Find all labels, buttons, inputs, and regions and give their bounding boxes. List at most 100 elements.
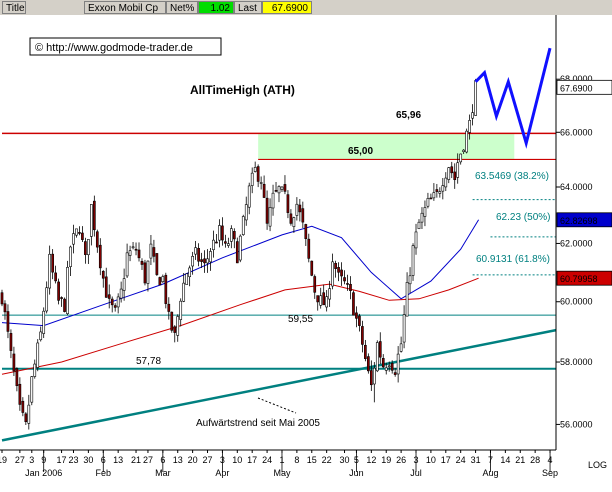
candle-body [54, 272, 57, 282]
price-tag-red-ma-bg [556, 270, 612, 286]
x-tick-label: 22 [322, 455, 332, 465]
y-tick-label: 58.0000 [560, 357, 593, 367]
candle-body [140, 260, 144, 265]
candle-body [197, 247, 200, 262]
candle-body [417, 221, 421, 230]
symbol-name: Exxon Mobil Cp [84, 1, 166, 14]
month-label: Jun [349, 468, 364, 478]
candle-body [453, 171, 457, 181]
uptrend-line [1, 328, 557, 442]
candle-body [468, 120, 471, 133]
candle-body [432, 192, 436, 199]
y-tick-label: 68.0000 [560, 74, 593, 84]
x-tick-label: 30 [340, 455, 350, 465]
candle-body [6, 311, 10, 332]
candle-body [200, 259, 203, 262]
candle-body [462, 149, 466, 153]
candle-body [384, 367, 388, 371]
candle-body [51, 253, 54, 273]
candle-body [340, 269, 343, 277]
ath-label: AllTimeHigh (ATH) [190, 83, 295, 97]
candle-body [292, 217, 296, 227]
candle-body [81, 232, 84, 240]
candle-body [218, 225, 221, 241]
candle-body [42, 310, 46, 334]
candle-body [128, 250, 132, 256]
candle-body [143, 262, 147, 284]
candle-body [372, 367, 376, 385]
candle-body [438, 191, 442, 194]
trend-callout-line [257, 397, 297, 414]
candle-body [322, 292, 326, 306]
chart-header-bar: Title Exxon Mobil Cp Net% 1.02 Last 67.6… [0, 0, 612, 15]
candle-body [280, 186, 284, 190]
level-5955-label: 59,55 [288, 314, 313, 325]
candle-body [227, 243, 230, 246]
candle-body [378, 341, 382, 358]
copyright-text: © http://www.godmode-trader.de [35, 42, 193, 54]
x-tick-label: 27 [203, 455, 213, 465]
projection-path [474, 47, 552, 149]
candle-body [414, 231, 418, 249]
candle-body [355, 312, 358, 319]
candle-body [12, 353, 16, 372]
month-label: Jul [410, 468, 422, 478]
candle-body [450, 166, 454, 174]
candle-body [390, 362, 394, 371]
candle-body [173, 326, 177, 333]
price-tag-blue-ma-bg [556, 212, 612, 228]
candle-body [358, 315, 361, 326]
candle-body [456, 162, 460, 178]
candle-body [369, 370, 373, 386]
x-tick-label: 30 [83, 455, 93, 465]
candle-body [170, 311, 174, 331]
month-label: Aug [482, 468, 498, 478]
candle-body [444, 177, 448, 188]
candle-body [301, 208, 305, 223]
candle-body [343, 277, 346, 282]
candle-body [319, 295, 323, 306]
x-tick-label: 21 [515, 455, 525, 465]
title-button[interactable]: Title [2, 1, 26, 14]
candle-body [346, 283, 349, 285]
candle-body [241, 216, 245, 235]
candle-body [122, 278, 126, 291]
candle-body [90, 204, 93, 237]
price-tag-red-ma: 60.79958 [560, 274, 598, 284]
x-tick-label: 27 [143, 455, 153, 465]
candle-body [381, 358, 385, 368]
x-tick-label: 23 [68, 455, 78, 465]
candle-body [411, 245, 415, 276]
candle-body [244, 204, 248, 221]
price-tag-last-bg [556, 79, 612, 95]
candle-body [375, 342, 379, 372]
fib-382-label: 63.5469 (38.2%) [475, 171, 549, 182]
candle-body [164, 274, 168, 304]
candle-body [235, 241, 239, 264]
net-percent-label: Net% [166, 1, 198, 14]
candle-body [57, 281, 60, 301]
candle-body [408, 275, 412, 285]
candle-body [221, 225, 224, 241]
candle-body [423, 207, 427, 217]
candle-body [104, 276, 108, 298]
price-tag-last: 67.6900 [560, 83, 593, 93]
fib-50-label: 62.23 (50%) [496, 212, 550, 223]
month-label: Feb [96, 468, 112, 478]
candle-body [253, 167, 257, 172]
x-tick-label: 17 [57, 455, 67, 465]
candle-body [441, 185, 445, 192]
moving-average-blue [1, 219, 480, 327]
candle-body [277, 186, 281, 194]
level-6500-label: 65,00 [348, 146, 373, 157]
candle-body [33, 363, 37, 377]
y-tick-label: 62.0000 [560, 238, 593, 248]
candle-body [349, 283, 352, 292]
candle-body [3, 303, 7, 313]
candle-body [435, 189, 439, 192]
candle-body [283, 184, 287, 192]
candle-body [36, 342, 40, 368]
candle-body [191, 256, 194, 267]
candle-body [393, 372, 397, 375]
x-tick-label: 10 [232, 455, 242, 465]
